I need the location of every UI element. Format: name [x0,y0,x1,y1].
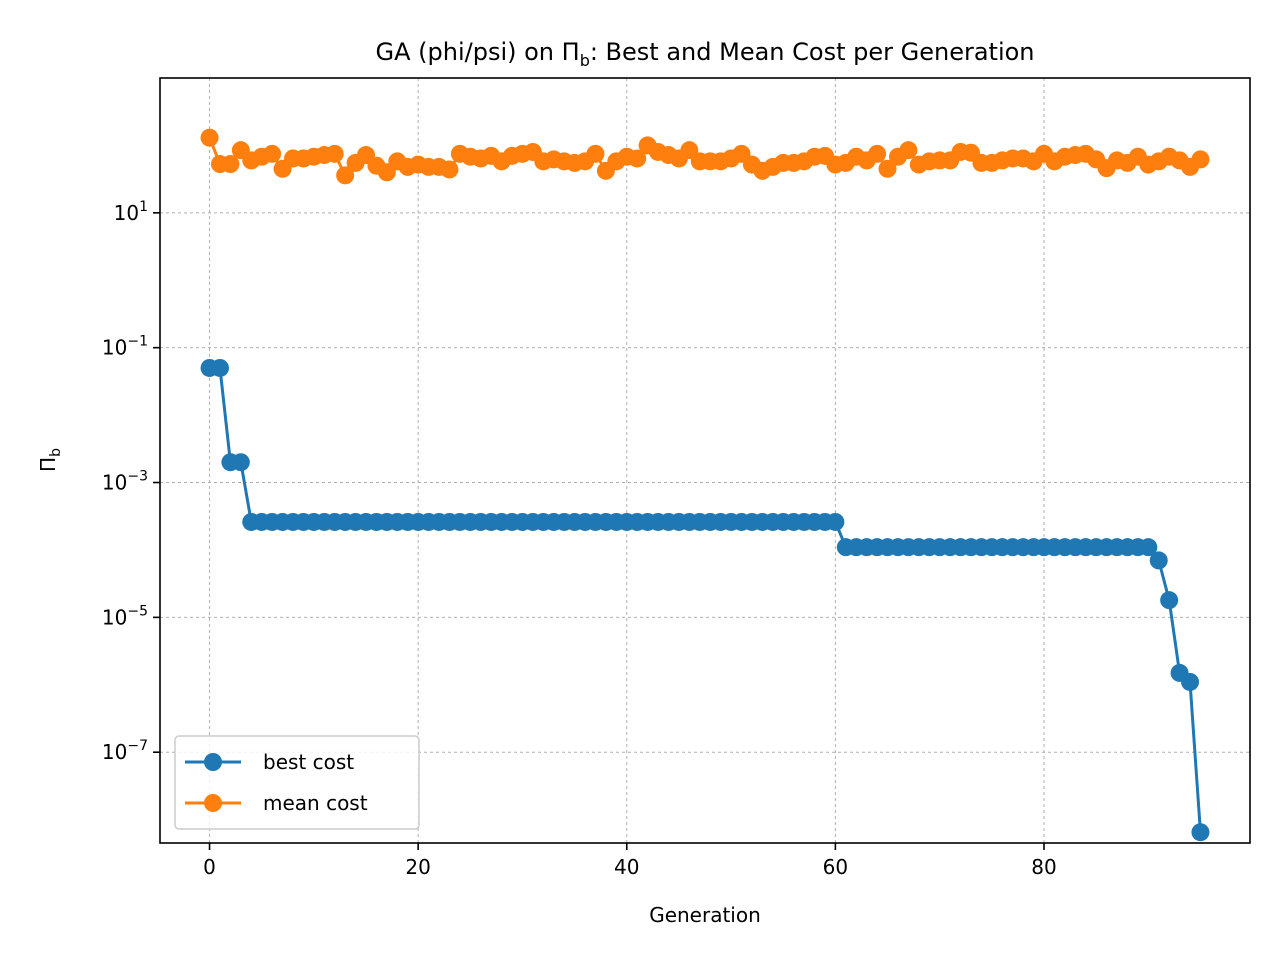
legend: best cost mean cost [174,735,420,830]
data-point-mean-cost [878,159,897,178]
x-tick-label: 20 [405,855,430,879]
data-point-mean-cost [325,144,344,163]
data-point-best-cost [1139,538,1158,557]
data-point-mean-cost [868,144,887,163]
data-point-best-cost [1181,672,1200,691]
x-axis-title: Generation [649,903,761,927]
x-axis: 0 20 40 60 80 [203,843,1057,879]
x-tick-label: 40 [614,855,639,879]
data-point-best-cost [210,358,229,377]
data-point-mean-cost [263,144,282,163]
data-point-mean-cost [200,128,219,147]
data-point-mean-cost [628,149,647,168]
chart-title-subscript: b [580,51,590,70]
x-tick-label: 80 [1031,855,1056,879]
y-tick-label: 101 [114,199,148,225]
series-mean-cost [200,128,1210,185]
x-tick-label: 60 [823,855,848,879]
y-tick-label: 10−3 [102,469,148,495]
x-tick-label: 0 [203,855,216,879]
data-point-best-cost [231,453,250,472]
legend-item-mean-cost: mean cost [185,791,368,815]
y-axis: 101 10−1 10−3 10−5 10−7 [102,199,160,764]
y-tick-label: 10−5 [102,603,148,629]
y-tick-label: 10−1 [102,334,148,360]
legend-item-best-cost: best cost [185,750,354,774]
data-point-mean-cost [586,144,605,163]
series-layer [200,128,1210,842]
series-best-cost [200,358,1210,842]
data-point-best-cost [1160,591,1179,610]
legend-label-mean-cost: mean cost [263,791,368,815]
data-point-best-cost [1149,551,1168,570]
data-point-mean-cost [1191,150,1210,169]
chart-title: GA (phi/psi) on Πb: Best and Mean Cost p… [376,38,1035,70]
plot-frame [159,77,1251,844]
y-axis-title: Πb [36,448,64,472]
data-point-mean-cost [336,166,355,185]
grid [160,78,1250,843]
data-point-mean-cost [899,141,918,160]
legend-label-best-cost: best cost [263,750,354,774]
legend-frame [174,735,420,830]
data-point-mean-cost [440,160,459,179]
data-point-best-cost [1191,823,1210,842]
data-point-mean-cost [221,155,240,174]
y-tick-label: 10−7 [102,738,148,764]
data-point-best-cost [826,512,845,531]
